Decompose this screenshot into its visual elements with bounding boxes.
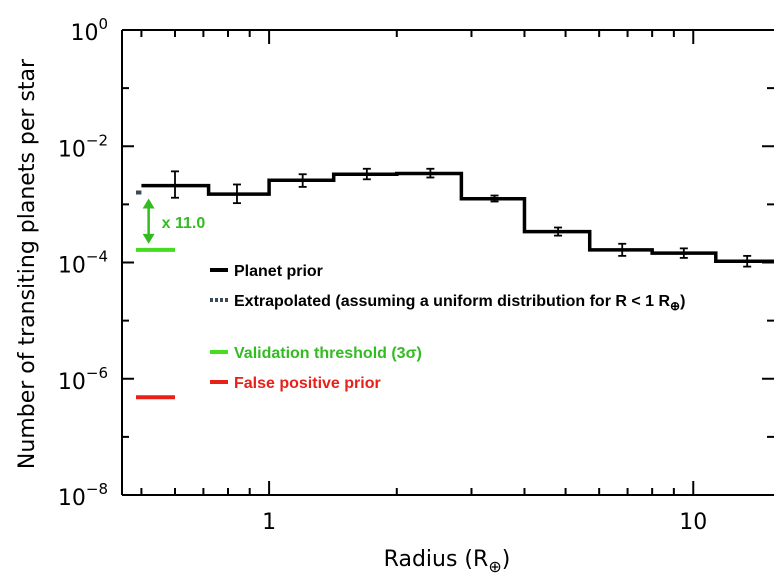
y-tick-label: 10−4 — [58, 248, 108, 279]
axis-ticks — [122, 29, 774, 496]
series-layer — [136, 167, 774, 400]
legend-label: Validation threshold (3σ) — [234, 345, 422, 362]
legend-label: Extrapolated (assuming a uniform distrib… — [234, 293, 685, 313]
x-axis-title: Radius (R⊕) — [384, 547, 511, 576]
plot-frame — [121, 29, 774, 496]
y-tick-label: 10−2 — [58, 131, 108, 162]
y-axis-title: Number of transiting planets per star — [15, 58, 40, 469]
ratio-arrow-head-down — [142, 233, 155, 244]
x-tick-label: 1 — [262, 510, 276, 535]
legend-label: Planet prior — [234, 263, 323, 280]
y-tick-label: 10−8 — [58, 480, 108, 511]
y-tick-label: 10−6 — [58, 364, 108, 395]
legend: Planet prior Extrapolated (assuming a uni… — [210, 263, 685, 392]
annotation-layer: x 11.0 — [142, 198, 206, 244]
ratio-arrow-head-up — [142, 198, 155, 209]
y-tick-label: 100 — [70, 15, 108, 46]
planet-prior-step-line — [141, 171, 774, 264]
ratio-annotation: x 11.0 — [162, 215, 206, 232]
tick-labels: 1 10 100 10−2 10−4 10−6 10−8 — [58, 15, 707, 535]
x-tick-label: 10 — [679, 510, 707, 535]
legend-label: False positive prior — [234, 375, 381, 392]
